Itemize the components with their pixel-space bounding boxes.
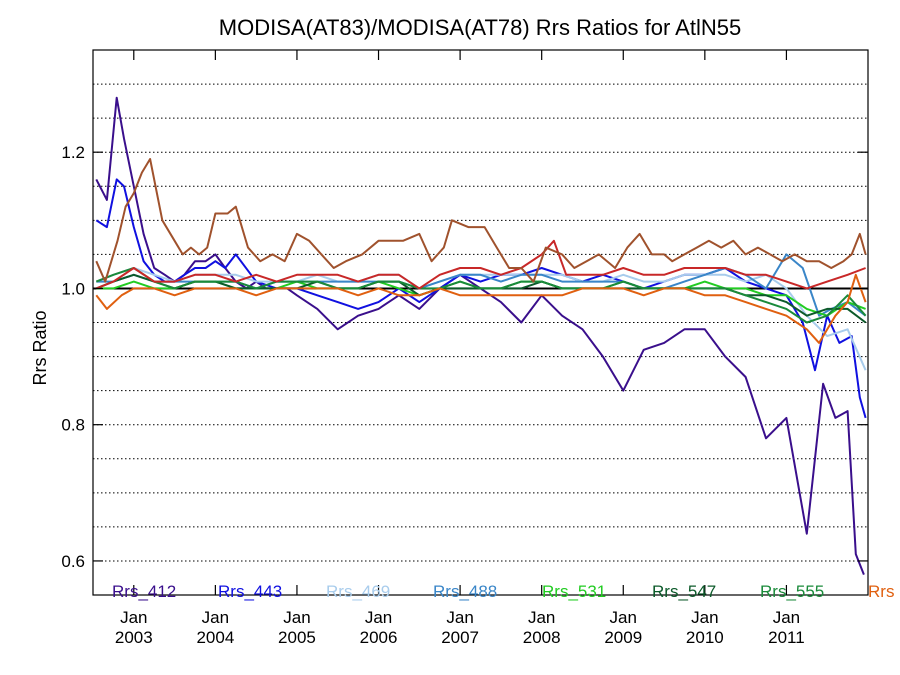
legend-entry-rrs-443: Rrs_443 [218,582,282,601]
y-tick-label: 0.8 [61,416,85,435]
series-line-rrs-555 [95,267,867,324]
series-line-rrs-667 [95,239,866,290]
x-tick-label-month: Jan [773,608,800,627]
legend-entry-rrs-488: Rrs_488 [433,582,497,601]
legend-entry-rrs-555: Rrs_555 [760,582,824,601]
x-tick-label-month: Jan [691,608,718,627]
x-tick-label-month: Jan [610,608,637,627]
y-tick-label: 0.6 [61,552,85,571]
x-tick-label-month: Jan [120,608,147,627]
x-tick-label-year: 2010 [686,628,724,647]
legend-entry-rrs-547: Rrs_547 [652,582,716,601]
chart-title: MODISA(AT83)/MODISA(AT78) Rrs Ratios for… [219,15,741,40]
x-tick-label-year: 2005 [278,628,316,647]
x-tick-label-year: 2006 [360,628,398,647]
x-tick-label-year: 2008 [523,628,561,647]
legend-entry-rrs-645: Rrs [868,582,894,601]
series-line-rrs-443 [95,178,867,419]
y-axis-label: Rrs Ratio [30,310,50,385]
gridlines [93,83,868,562]
series-line-rrs-412 [95,96,865,575]
legend-entry-rrs-531: Rrs_531 [542,582,606,601]
axis-ticks: 0.60.81.01.2Jan2003Jan2004Jan2005Jan2006… [61,50,868,647]
x-tick-label-year: 2011 [768,628,805,647]
x-tick-label-month: Jan [202,608,229,627]
series-line-rrs-531 [96,280,866,317]
legend-entry-rrs-412: Rrs_412 [112,582,176,601]
series-lines [95,96,867,575]
x-tick-label-month: Jan [365,608,392,627]
y-tick-label: 1.0 [61,279,85,298]
legend: Rrs_412 Rrs_443 Rrs_469 Rrs_488 Rrs_531 Rrs_5… [112,582,894,601]
x-tick-label-year: 2003 [115,628,153,647]
x-tick-label-year: 2004 [196,628,234,647]
x-tick-label-month: Jan [528,608,555,627]
series-line-rrs-645 [95,273,867,344]
y-tick-label: 1.2 [61,143,85,162]
plot-frame [92,49,869,596]
x-tick-label-month: Jan [283,608,310,627]
x-tick-label-year: 2009 [604,628,642,647]
x-tick-label-year: 2007 [441,628,479,647]
x-tick-label-month: Jan [446,608,473,627]
legend-entry-rrs-469: Rrs_469 [326,582,390,601]
series-line-rrs-678 [95,158,867,283]
